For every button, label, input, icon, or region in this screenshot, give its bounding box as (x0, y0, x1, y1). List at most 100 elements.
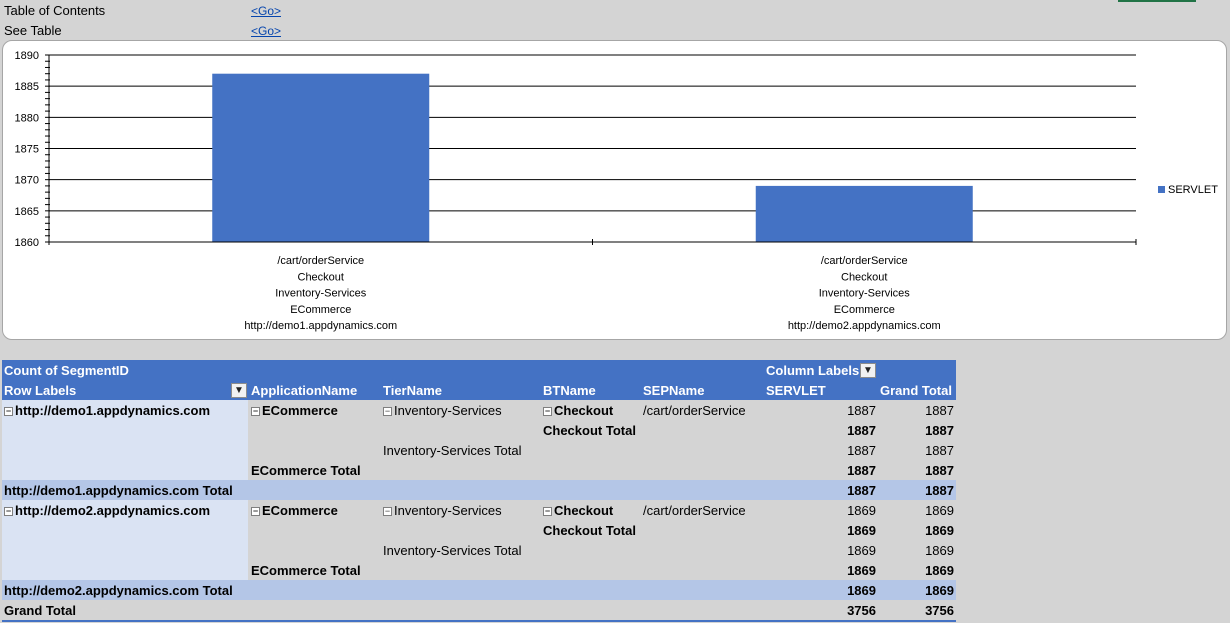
row-tier-label: Inventory-Services (394, 403, 502, 418)
row-host-label: http://demo1.appdynamics.com (15, 403, 211, 418)
row-label-band (2, 400, 248, 480)
collapse-icon[interactable]: − (251, 406, 260, 416)
pivot-column-labels: Column Labels (766, 363, 860, 378)
pivot-count-label: Count of SegmentID (4, 363, 129, 378)
pivot-header-servlet: SERVLET (766, 383, 826, 398)
column-filter-button[interactable]: ▼ (860, 363, 876, 378)
tier-total-label: Inventory-Services Total (383, 443, 522, 458)
category-label: ECommerce (290, 304, 351, 316)
row-app[interactable]: − ECommerce (251, 401, 338, 421)
see-table-go-link[interactable]: <Go> (251, 24, 282, 38)
cell-servlet: 1887 (847, 463, 876, 478)
category-label: Inventory-Services (275, 288, 367, 300)
y-tick-label: 1870 (15, 175, 39, 187)
cell-total: 1869 (925, 523, 954, 538)
category-label: Checkout (298, 271, 344, 283)
host-total-label: http://demo1.appdynamics.com Total (4, 483, 233, 498)
host-total-label: http://demo2.appdynamics.com Total (4, 583, 233, 598)
column-divider (0, 0, 1, 623)
cell-total: 1887 (925, 423, 954, 438)
row-bt[interactable]: − Checkout (543, 501, 613, 521)
row-bt-label: Checkout (554, 403, 614, 418)
cell-servlet: 1869 (847, 523, 876, 538)
cell-servlet: 1869 (847, 543, 876, 558)
toc-go-link[interactable]: <Go> (251, 4, 282, 18)
row-sep: /cart/orderService (643, 403, 746, 418)
collapse-icon[interactable]: − (543, 406, 552, 416)
row-app-label: ECommerce (262, 503, 338, 518)
row-bt[interactable]: − Checkout (543, 401, 613, 421)
row-tier-label: Inventory-Services (394, 503, 502, 518)
grand-total-servlet: 3756 (847, 603, 876, 618)
category-label: /cart/orderService (277, 255, 364, 267)
bar-chart[interactable]: 1860 1865 1870 1875 1880 1885 1890 /cart/order… (2, 40, 1227, 340)
cell-total: 1869 (925, 543, 954, 558)
cell-servlet: 1887 (847, 423, 876, 438)
row-app-label: ECommerce (262, 403, 338, 418)
category-label: Inventory-Services (819, 288, 911, 300)
collapse-icon[interactable]: − (383, 506, 392, 516)
collapse-icon[interactable]: − (543, 506, 552, 516)
toc-label: Table of Contents (4, 3, 106, 18)
cell-servlet: 1869 (847, 503, 876, 518)
grand-total-label: Grand Total (4, 603, 76, 618)
cell-servlet: 1887 (847, 443, 876, 458)
row-label-band (2, 500, 248, 580)
collapse-icon[interactable]: − (4, 506, 13, 516)
cell-servlet: 1887 (847, 403, 876, 418)
row-app[interactable]: − ECommerce (251, 501, 338, 521)
cell-servlet: 1869 (847, 583, 876, 598)
host-total-band (2, 480, 956, 500)
chart-plot: 1860 1865 1870 1875 1880 1885 1890 /cart/order… (15, 50, 1219, 332)
pivot-header-sep: SEPName (643, 383, 705, 398)
cell-total: 1869 (925, 503, 954, 518)
y-tick-label: 1875 (15, 144, 39, 156)
app-total-label: ECommerce Total (251, 563, 361, 578)
legend-label: SERVLET (1168, 184, 1218, 196)
cell-servlet: 1887 (847, 483, 876, 498)
pivot-bottom-border (2, 620, 956, 622)
collapse-icon[interactable]: − (251, 506, 260, 516)
cell-total: 1869 (925, 583, 954, 598)
bt-total-label: Checkout Total (543, 423, 636, 438)
category-label: http://demo2.appdynamics.com (788, 320, 941, 332)
bar (755, 185, 973, 242)
cell-total: 1887 (925, 403, 954, 418)
pivot-header-bt: BTName (543, 383, 596, 398)
y-tick-label: 1880 (15, 112, 39, 124)
y-tick-label: 1885 (15, 81, 39, 93)
cell-total: 1887 (925, 463, 954, 478)
pivot-header (2, 360, 956, 400)
row-sep: /cart/orderService (643, 503, 746, 518)
host-total-band (2, 580, 956, 600)
app-total-label: ECommerce Total (251, 463, 361, 478)
pivot-header-tier: TierName (383, 383, 443, 398)
collapse-icon[interactable]: − (383, 406, 392, 416)
bar (212, 73, 430, 242)
y-tick-label: 1890 (15, 50, 39, 62)
pivot-header-application: ApplicationName (251, 383, 358, 398)
row-tier[interactable]: − Inventory-Services (383, 401, 502, 421)
row-tier[interactable]: − Inventory-Services (383, 501, 502, 521)
row-host[interactable]: − http://demo2.appdynamics.com (4, 501, 210, 521)
collapse-icon[interactable]: − (4, 406, 13, 416)
cell-total: 1887 (925, 483, 954, 498)
category-label: ECommerce (834, 304, 895, 316)
pivot-header-grand-total: Grand Total (880, 383, 952, 398)
legend-swatch (1158, 186, 1165, 193)
row-host[interactable]: − http://demo1.appdynamics.com (4, 401, 210, 421)
y-tick-label: 1860 (15, 237, 39, 249)
see-table-label: See Table (4, 23, 62, 38)
cell-total: 1869 (925, 563, 954, 578)
y-tick-label: 1865 (15, 206, 39, 218)
category-label: http://demo1.appdynamics.com (244, 320, 397, 332)
row-bt-label: Checkout (554, 503, 614, 518)
row-host-label: http://demo2.appdynamics.com (15, 503, 211, 518)
category-label: /cart/orderService (821, 255, 908, 267)
row-filter-button[interactable]: ▼ (231, 383, 247, 398)
grand-total-total: 3756 (925, 603, 954, 618)
pivot-row-labels: Row Labels (4, 383, 77, 398)
cell-total: 1887 (925, 443, 954, 458)
tier-total-label: Inventory-Services Total (383, 543, 522, 558)
cell-servlet: 1869 (847, 563, 876, 578)
